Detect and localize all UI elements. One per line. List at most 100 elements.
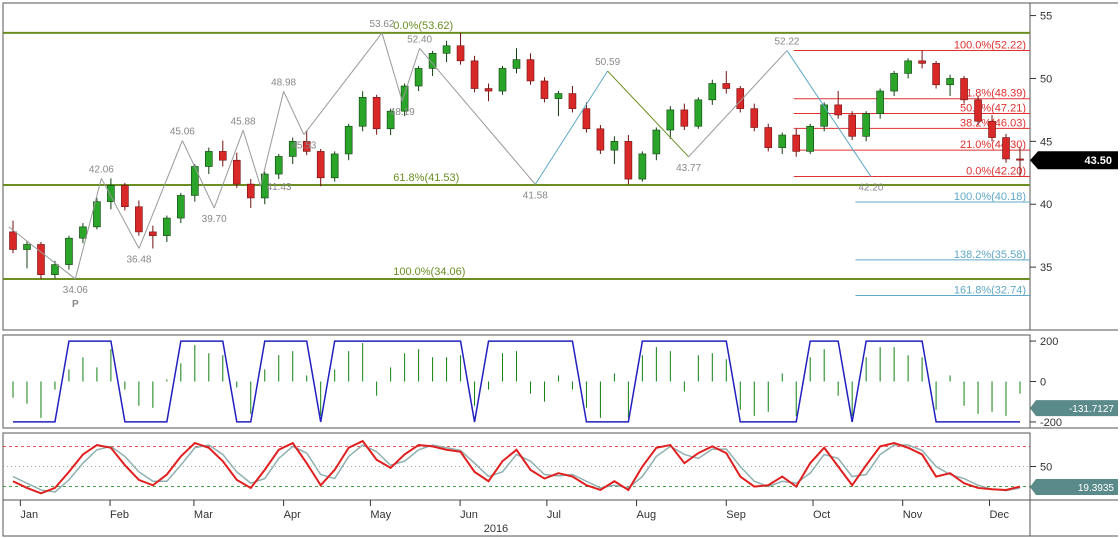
candle-body <box>359 97 366 126</box>
candle-body <box>135 207 142 232</box>
candle-body <box>163 218 170 236</box>
fib-olive-label: 0.0%(53.62) <box>393 20 453 32</box>
candle-body <box>345 126 352 154</box>
pivot-label: 52.22 <box>774 37 799 48</box>
x-year-label: 2016 <box>484 523 508 535</box>
pivot-label: 43.77 <box>676 163 701 174</box>
fib-olive-label: 100.0%(34.06) <box>393 266 465 278</box>
x-tick-label: Mar <box>194 509 213 521</box>
candle-body <box>863 114 870 137</box>
candle-body <box>779 135 786 148</box>
candle-body <box>989 121 996 137</box>
candle-body <box>107 185 114 201</box>
candle-body <box>65 238 72 264</box>
candle-body <box>10 232 17 250</box>
p-marker: P <box>72 299 79 310</box>
zigzag-seg <box>182 141 214 208</box>
candle-body <box>891 73 898 91</box>
candle-body <box>751 109 758 128</box>
chart-svg: 35404550550.0%(53.62)61.8%(41.53)100.0%(… <box>0 0 1120 538</box>
candle-body <box>149 232 156 236</box>
candle-body <box>625 141 632 179</box>
fib-red-label: 61.8%(48.39) <box>960 88 1026 100</box>
x-tick-label: Apr <box>284 509 301 521</box>
price-box-value: 43.50 <box>1084 155 1112 167</box>
fib-blue-label: 100.0%(40.18) <box>954 191 1026 203</box>
pivot-label: 36.48 <box>126 255 151 266</box>
stoch-d-line <box>13 445 1020 492</box>
candle-body <box>485 89 492 92</box>
x-tick-label: Jun <box>460 509 478 521</box>
y-tick-label: 50 <box>1040 73 1052 85</box>
svg-text:0: 0 <box>1040 377 1046 389</box>
candle-body <box>877 91 884 114</box>
x-tick-label: Aug <box>637 509 657 521</box>
candle-body <box>695 100 702 126</box>
candle-body <box>331 154 338 178</box>
candle-body <box>905 61 912 74</box>
pivot-label: 41.43 <box>266 182 291 193</box>
x-tick-label: Oct <box>813 509 830 521</box>
chart-container: 35404550550.0%(53.62)61.8%(41.53)100.0%(… <box>0 0 1120 538</box>
y-tick-label: 40 <box>1040 199 1052 211</box>
candle-body <box>569 94 576 109</box>
candle-body <box>415 68 422 86</box>
candle-body <box>219 151 226 160</box>
candle-body <box>793 135 800 151</box>
zigzag-seg <box>139 141 182 249</box>
candle-body <box>975 100 982 121</box>
pivot-label: 39.70 <box>202 214 227 225</box>
candle-body <box>541 81 548 99</box>
zigzag-seg <box>101 178 139 248</box>
candle-body <box>765 128 772 148</box>
candle-body <box>709 83 716 99</box>
candle-body <box>205 151 212 166</box>
zigzag-seg <box>608 71 689 157</box>
zigzag-seg <box>382 33 402 101</box>
candle-body <box>849 115 856 136</box>
x-tick-label: Sep <box>726 509 746 521</box>
x-tick-label: Dec <box>989 509 1009 521</box>
fib-olive-label: 61.8%(41.53) <box>393 172 459 184</box>
candle-body <box>555 94 562 99</box>
candle-body <box>1003 138 1010 159</box>
candle-body <box>79 227 86 238</box>
xaxis-panel <box>3 500 1030 536</box>
candle-body <box>933 63 940 84</box>
candle-body <box>177 195 184 218</box>
candle-body <box>653 130 660 154</box>
pivot-label: 48.98 <box>271 77 296 88</box>
pivot-label: 52.40 <box>407 34 432 45</box>
candle-body <box>835 105 842 115</box>
fib-blue-label: 138.2%(35.58) <box>954 249 1026 261</box>
candle-body <box>919 61 926 64</box>
candle-body <box>961 78 968 99</box>
candle-body <box>821 105 828 126</box>
fib-red-label: 50.0%(47.21) <box>960 103 1026 115</box>
y-tick-label: 35 <box>1040 262 1052 274</box>
x-tick-label: Jan <box>20 509 38 521</box>
pivot-label: 45.88 <box>231 116 256 127</box>
candle-body <box>499 68 506 91</box>
candle-body <box>443 46 450 54</box>
pivot-label: 34.06 <box>63 285 88 296</box>
candle-body <box>457 46 464 61</box>
candle-body <box>527 60 534 81</box>
stoch-k-line <box>13 441 1020 493</box>
fib-red-label: 100.0%(52.22) <box>954 40 1026 52</box>
candle-body <box>317 151 324 177</box>
candle-body <box>471 61 478 89</box>
candle-body <box>233 160 240 184</box>
candle-body <box>597 129 604 150</box>
x-tick-label: Nov <box>903 509 923 521</box>
candle-body <box>583 109 590 129</box>
y-tick-label: 55 <box>1040 11 1052 23</box>
pivot-label: 53.62 <box>369 19 394 30</box>
candle-body <box>723 83 730 88</box>
svg-text:50: 50 <box>1040 462 1052 474</box>
candle-body <box>23 244 30 249</box>
fib-red-label: 21.0%(44.30) <box>960 139 1026 151</box>
pivot-label: 50.59 <box>595 57 620 68</box>
x-tick-label: Feb <box>110 509 129 521</box>
zigzag-seg <box>243 130 260 186</box>
